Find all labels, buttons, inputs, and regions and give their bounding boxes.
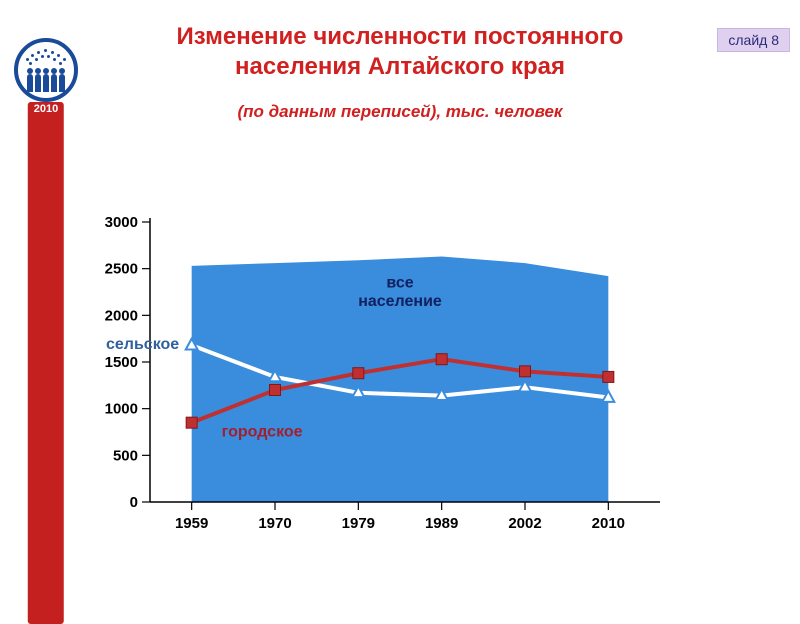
svg-text:1979: 1979 xyxy=(342,515,375,532)
census-logo xyxy=(14,38,78,102)
chart-svg: 0 500 1000 1500 2000 2500 3000 1959 1970 1979 1989… xyxy=(60,212,700,552)
logo-dots-icon xyxy=(24,48,68,64)
svg-text:1989: 1989 xyxy=(425,515,458,532)
logo-year-badge: 2010 xyxy=(28,102,64,624)
slide-title: Изменение численности постоянного населе… xyxy=(0,22,800,82)
title-line-1: Изменение численности постоянного xyxy=(177,23,624,50)
svg-text:2010: 2010 xyxy=(592,515,625,532)
svg-text:1970: 1970 xyxy=(258,515,291,532)
svg-text:население: население xyxy=(358,293,442,310)
svg-text:3000: 3000 xyxy=(105,214,138,231)
svg-text:1000: 1000 xyxy=(105,401,138,418)
title-line-2: населения Алтайского края xyxy=(235,53,565,80)
svg-text:1500: 1500 xyxy=(105,354,138,371)
slide-subtitle: (по данным переписей), тыс. человек xyxy=(0,102,800,122)
logo-people-icon xyxy=(27,74,65,92)
population-chart: 0 500 1000 1500 2000 2500 3000 1959 1970 1979 1989… xyxy=(60,212,700,552)
svg-text:2002: 2002 xyxy=(508,515,541,532)
svg-text:все: все xyxy=(386,274,413,291)
svg-text:сельское: сельское xyxy=(106,336,179,353)
svg-text:500: 500 xyxy=(113,447,138,464)
svg-text:2000: 2000 xyxy=(105,307,138,324)
svg-text:2500: 2500 xyxy=(105,261,138,278)
svg-text:городское: городское xyxy=(222,424,303,441)
svg-text:0: 0 xyxy=(130,494,138,511)
svg-text:1959: 1959 xyxy=(175,515,208,532)
slide-number-badge: слайд 8 xyxy=(717,28,790,52)
